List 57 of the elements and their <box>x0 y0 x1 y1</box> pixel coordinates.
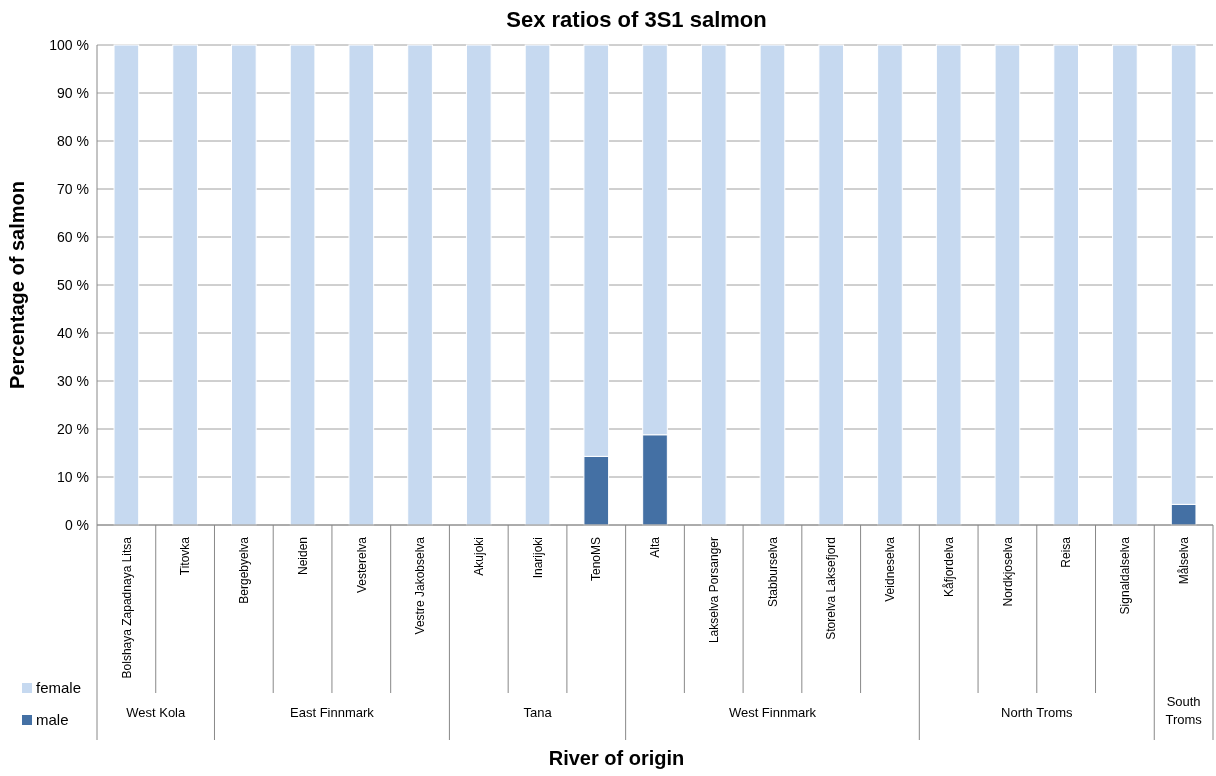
x-axis-title: River of origin <box>548 747 685 769</box>
bar <box>524 44 551 526</box>
bar <box>1053 44 1079 526</box>
bar <box>935 44 962 526</box>
bar <box>465 44 492 526</box>
x-tick-label: Signaldalselva <box>1118 536 1133 615</box>
text: West Kola <box>126 705 187 720</box>
bar <box>113 44 140 526</box>
x-tick-label: Bolshaya Zapadnaya Litsa <box>119 536 134 679</box>
x-tick-label: TenoMS <box>589 537 604 582</box>
text: South Troms <box>1165 694 1203 727</box>
y-tick-label: 10 % <box>57 468 89 485</box>
text: North Troms <box>1001 705 1074 720</box>
bar <box>759 44 786 526</box>
x-tick-label: Bergebyelva <box>237 536 252 604</box>
bar <box>407 44 433 526</box>
x-tick-label: Storelva Laksefjord <box>824 537 839 640</box>
x-tick-label: Reisa <box>1059 536 1074 568</box>
y-tick-label: 100 % <box>49 36 89 53</box>
bar <box>1112 44 1138 526</box>
x-tick-label: Nordkjoselva <box>1000 536 1015 607</box>
y-axis-title: Percentage of salmon <box>6 181 28 389</box>
y-tick-label: 40 % <box>57 324 89 341</box>
y-tick-label: 50 % <box>57 276 89 293</box>
x-tick-label: Alta <box>648 536 663 558</box>
y-tick-label: 20 % <box>57 420 89 437</box>
x-tick-label: Neiden <box>295 537 310 576</box>
x-tick-label: Stabburselva <box>765 536 780 608</box>
x-tick-label: Vestre Jakobselva <box>413 536 428 635</box>
x-tick-label: Veidneselva <box>883 536 898 602</box>
text: Tana <box>523 705 553 720</box>
bar <box>818 44 845 526</box>
x-tick-label: Inarijoki <box>530 537 545 579</box>
y-tick-label: 0 % <box>64 516 89 533</box>
bar <box>994 44 1021 526</box>
x-tick-label: Målselva <box>1176 536 1191 585</box>
bar <box>172 44 198 526</box>
x-tick-label: Akujoki <box>471 537 486 576</box>
bar <box>231 44 257 526</box>
y-tick-label: 30 % <box>57 372 89 389</box>
legend-label: female <box>36 679 82 697</box>
y-tick-label: 90 % <box>57 84 89 101</box>
x-tick-label: Lakselva Porsanger <box>706 537 721 644</box>
y-tick-label: 80 % <box>57 132 89 149</box>
text: West Finnmark <box>728 705 817 720</box>
bar <box>877 44 903 526</box>
text: East Finnmark <box>290 705 375 720</box>
y-tick-label: 70 % <box>57 180 89 197</box>
legend-label: male <box>36 711 69 729</box>
bar <box>700 44 727 526</box>
bar <box>348 44 375 526</box>
x-tick-label: Kåfjordelva <box>941 536 956 598</box>
bar <box>289 44 316 526</box>
chart-title: Sex ratios of 3S1 salmon <box>506 7 767 32</box>
y-tick-label: 60 % <box>57 228 89 245</box>
x-tick-label: Titovka <box>178 536 193 576</box>
x-tick-label: Vesterelva <box>354 536 369 594</box>
